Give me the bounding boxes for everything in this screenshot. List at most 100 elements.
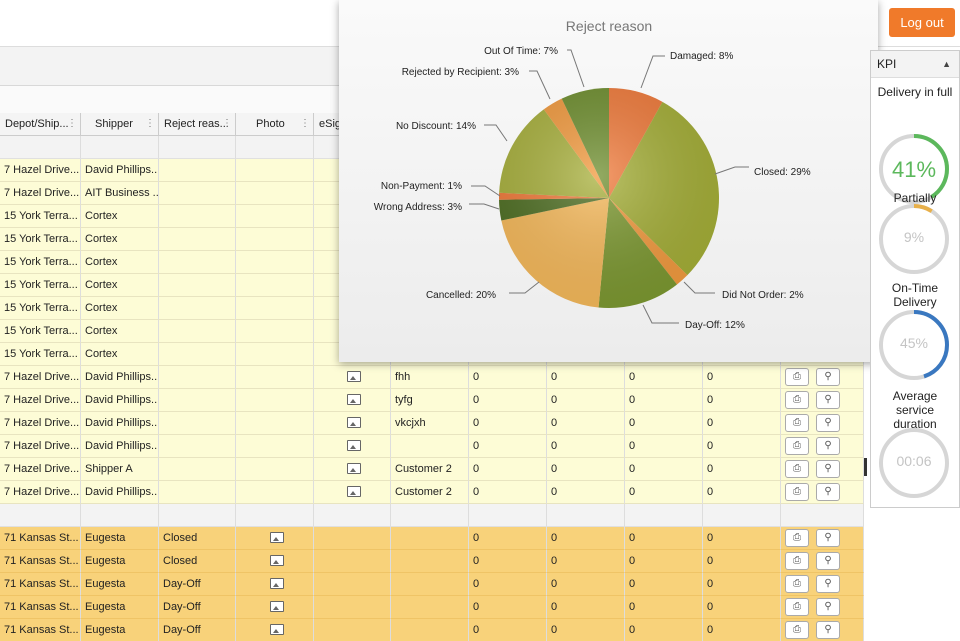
cell-consignee-text: Customer 2 (395, 486, 452, 498)
signature-image-icon[interactable] (347, 463, 361, 474)
pdf-button[interactable]: ⎙ (785, 437, 809, 455)
signature-image-icon[interactable] (347, 440, 361, 451)
logout-button[interactable]: Log out (889, 8, 955, 37)
collapse-icon[interactable]: ▲ (942, 59, 951, 69)
column-header-depot[interactable]: Depot/Ship... ⋮ (0, 113, 81, 135)
pdf-button[interactable]: ⎙ (785, 529, 809, 547)
cell-shipper-text: Cortex (85, 210, 118, 222)
pdf-button[interactable]: ⎙ (785, 460, 809, 478)
cell-actions: ⎙ ⚲ (781, 481, 864, 504)
table-row[interactable] (0, 504, 864, 527)
kpi-gauge[interactable] (878, 309, 950, 381)
kpi-gauge[interactable] (878, 133, 950, 205)
kpi-panel-header[interactable]: KPI ▲ (871, 51, 959, 78)
cell-v2: 0 (547, 366, 625, 389)
photo-icon[interactable] (269, 532, 284, 543)
table-row[interactable]: 71 Kansas St... Eugesta Closed 0 0 0 0 ⎙ ⚲ (0, 527, 864, 550)
cell-v3 (625, 504, 703, 527)
cell-v2-text: 0 (551, 463, 558, 475)
photo-icon[interactable] (269, 601, 284, 612)
cell-shipper: Cortex (81, 343, 159, 366)
cell-reject (159, 297, 236, 320)
signature-image-icon[interactable] (347, 417, 361, 428)
cell-depot-text: 7 Hazel Drive... (4, 417, 80, 429)
cell-v4: 0 (703, 619, 781, 641)
table-row[interactable]: 71 Kansas St... Eugesta Day-Off 0 0 0 0 ⎙ ⚲ (0, 573, 864, 596)
cell-v3: 0 (625, 412, 703, 435)
cell-consignee: tyfg (391, 389, 469, 412)
cell-depot: 15 York Terra... (0, 320, 81, 343)
signature-image-icon[interactable] (347, 486, 361, 497)
map-pin-button[interactable]: ⚲ (816, 529, 840, 547)
cell-actions: ⎙ ⚲ (781, 412, 864, 435)
cell-reject (159, 136, 236, 159)
cell-v2: 0 (547, 389, 625, 412)
map-pin-button[interactable]: ⚲ (816, 575, 840, 593)
map-pin-button[interactable]: ⚲ (816, 391, 840, 409)
kpi-gauge[interactable] (878, 203, 950, 275)
cell-shipper-text: David Phillips... (85, 164, 159, 176)
cell-depot: 71 Kansas St... (0, 550, 81, 573)
pdf-button[interactable]: ⎙ (785, 575, 809, 593)
pdf-button[interactable]: ⎙ (785, 414, 809, 432)
pdf-button[interactable]: ⎙ (785, 391, 809, 409)
cell-v2-text: 0 (551, 417, 558, 429)
cell-depot: 7 Hazel Drive... (0, 182, 81, 205)
kpi-gauge[interactable] (878, 427, 950, 499)
cell-shipper: Cortex (81, 320, 159, 343)
table-row[interactable]: 71 Kansas St... Eugesta Closed 0 0 0 0 ⎙ ⚲ (0, 550, 864, 573)
cell-depot-text: 71 Kansas St... (4, 532, 79, 544)
pdf-button[interactable]: ⎙ (785, 368, 809, 386)
photo-icon[interactable] (269, 555, 284, 566)
table-row[interactable]: 71 Kansas St... Eugesta Day-Off 0 0 0 0 ⎙ ⚲ (0, 619, 864, 641)
column-header-shipper[interactable]: Shipper ⋮ (81, 113, 159, 135)
column-header-photo[interactable]: Photo ⋮ (236, 113, 314, 135)
cell-depot-text: 15 York Terra... (4, 302, 78, 314)
table-row[interactable]: 7 Hazel Drive... David Phillips... vkcjxh 0… (0, 412, 864, 435)
pie-label-connector (714, 166, 749, 175)
map-pin-button[interactable]: ⚲ (816, 552, 840, 570)
map-pin-button[interactable]: ⚲ (816, 621, 840, 639)
cell-consignee-text: Customer 2 (395, 463, 452, 475)
cell-photo (236, 343, 314, 366)
cell-v2-text: 0 (551, 440, 558, 452)
cell-depot: 71 Kansas St... (0, 527, 81, 550)
map-pin-button[interactable]: ⚲ (816, 460, 840, 478)
cell-v3-text: 0 (629, 371, 636, 383)
cell-depot-text: 71 Kansas St... (4, 601, 79, 613)
cell-shipper: Eugesta (81, 550, 159, 573)
splitter-handle[interactable] (864, 458, 867, 476)
cell-shipper-text: Eugesta (85, 624, 126, 636)
photo-icon[interactable] (269, 624, 284, 635)
table-row[interactable]: 7 Hazel Drive... David Phillips... 0 0 0 0 ⎙ ⚲ (0, 435, 864, 458)
pdf-button[interactable]: ⎙ (785, 598, 809, 616)
photo-icon[interactable] (269, 578, 284, 589)
pie-label-connector (509, 281, 540, 294)
map-pin-button[interactable]: ⚲ (816, 437, 840, 455)
map-pin-button[interactable]: ⚲ (816, 368, 840, 386)
cell-depot: 15 York Terra... (0, 274, 81, 297)
cell-photo (236, 159, 314, 182)
cell-consignee (391, 527, 469, 550)
cell-esig (314, 527, 391, 550)
map-pin-button[interactable]: ⚲ (816, 483, 840, 501)
map-pin-button[interactable]: ⚲ (816, 414, 840, 432)
signature-image-icon[interactable] (347, 394, 361, 405)
table-row[interactable]: 71 Kansas St... Eugesta Day-Off 0 0 0 0 ⎙ ⚲ (0, 596, 864, 619)
cell-shipper: Eugesta (81, 573, 159, 596)
pdf-button[interactable]: ⎙ (785, 483, 809, 501)
table-row[interactable]: 7 Hazel Drive... Shipper A Customer 2 0 0 0 0 ⎙… (0, 458, 864, 481)
cell-shipper-text: David Phillips... (85, 394, 159, 406)
column-header-reject-reason[interactable]: Reject reas... ⋮ (159, 113, 236, 135)
table-row[interactable]: 7 Hazel Drive... David Phillips... Custome… (0, 481, 864, 504)
pdf-button[interactable]: ⎙ (785, 552, 809, 570)
table-row[interactable]: 7 Hazel Drive... David Phillips... tyfg 0 0 0… (0, 389, 864, 412)
cell-reject (159, 366, 236, 389)
table-row[interactable]: 7 Hazel Drive... David Phillips... fhh 0 0 0 0… (0, 366, 864, 389)
map-pin-button[interactable]: ⚲ (816, 598, 840, 616)
pdf-button[interactable]: ⎙ (785, 621, 809, 639)
signature-image-icon[interactable] (347, 371, 361, 382)
pie-label-connector (484, 124, 508, 142)
cell-v1-text: 0 (473, 417, 480, 429)
cell-v3-text: 0 (629, 463, 636, 475)
